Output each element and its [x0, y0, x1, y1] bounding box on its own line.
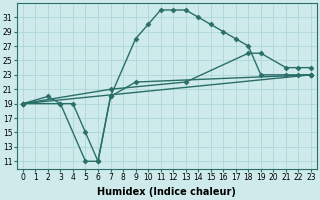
- X-axis label: Humidex (Indice chaleur): Humidex (Indice chaleur): [98, 187, 236, 197]
